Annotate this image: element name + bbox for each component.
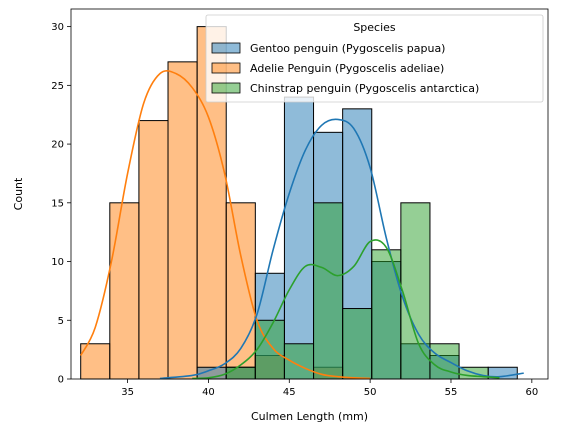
legend-title: Species bbox=[353, 21, 396, 34]
adelie-penguin-bar bbox=[225, 202, 256, 380]
y-tick-label: 5 bbox=[58, 316, 64, 327]
gentoo-penguin-bar bbox=[283, 96, 315, 380]
legend-swatch-adelie-penguin bbox=[211, 62, 241, 74]
chinstrap-penguin-bar bbox=[371, 249, 402, 380]
y-tick-label: 20 bbox=[51, 140, 64, 151]
y-tick-label: 15 bbox=[51, 198, 64, 209]
chinstrap-penguin-bar bbox=[313, 202, 344, 380]
x-tick-label: 40 bbox=[202, 387, 215, 398]
adelie-penguin-bar bbox=[109, 202, 140, 380]
chinstrap-penguin-kde-line bbox=[192, 239, 500, 380]
y-tick-label: 0 bbox=[58, 375, 64, 386]
y-tick-label: 10 bbox=[51, 257, 64, 268]
legend-box bbox=[205, 14, 544, 103]
x-tick-label: 55 bbox=[445, 387, 458, 398]
x-axis: 35 40 45 50 55 60 bbox=[121, 379, 538, 398]
plot-frame bbox=[70, 8, 549, 380]
x-tick-label: 60 bbox=[525, 387, 538, 398]
y-tick-label: 25 bbox=[51, 81, 64, 92]
kde-curves bbox=[79, 70, 524, 380]
histogram-bars bbox=[80, 26, 518, 380]
chinstrap-penguin-bar bbox=[342, 308, 373, 380]
chinstrap-penguin-bar bbox=[400, 202, 431, 380]
x-tick-label: 35 bbox=[121, 387, 134, 398]
y-tick-label: 30 bbox=[51, 22, 64, 33]
legend-entry-gentoo-penguin: Gentoo penguin (Pygoscelis papua) bbox=[250, 42, 445, 55]
gentoo-penguin-kde-line bbox=[159, 118, 524, 380]
y-axis: 0 5 10 15 20 25 30 bbox=[51, 22, 71, 386]
x-tick-label: 45 bbox=[283, 387, 296, 398]
chinstrap-penguin-bar bbox=[283, 343, 315, 380]
x-axis-label: Culmen Length (mm) bbox=[251, 410, 368, 423]
adelie-penguin-kde-line bbox=[79, 70, 371, 380]
y-axis-label: Count bbox=[12, 177, 25, 210]
legend-swatch-gentoo-penguin bbox=[211, 42, 241, 54]
legend-entry-chinstrap-penguin: Chinstrap penguin (Pygoscelis antarctica… bbox=[250, 82, 479, 95]
legend-swatch-chinstrap-penguin bbox=[211, 82, 241, 94]
legend: Species Gentoo penguin (Pygoscelis papua… bbox=[205, 14, 544, 103]
x-tick-label: 50 bbox=[364, 387, 377, 398]
adelie-penguin-bar bbox=[138, 120, 169, 380]
chinstrap-penguin-bar bbox=[225, 366, 256, 380]
legend-entry-adelie-penguin: Adelie Penguin (Pygoscelis adeliae) bbox=[250, 62, 444, 75]
adelie-penguin-bar bbox=[167, 61, 198, 380]
adelie-penguin-bar bbox=[80, 343, 111, 380]
